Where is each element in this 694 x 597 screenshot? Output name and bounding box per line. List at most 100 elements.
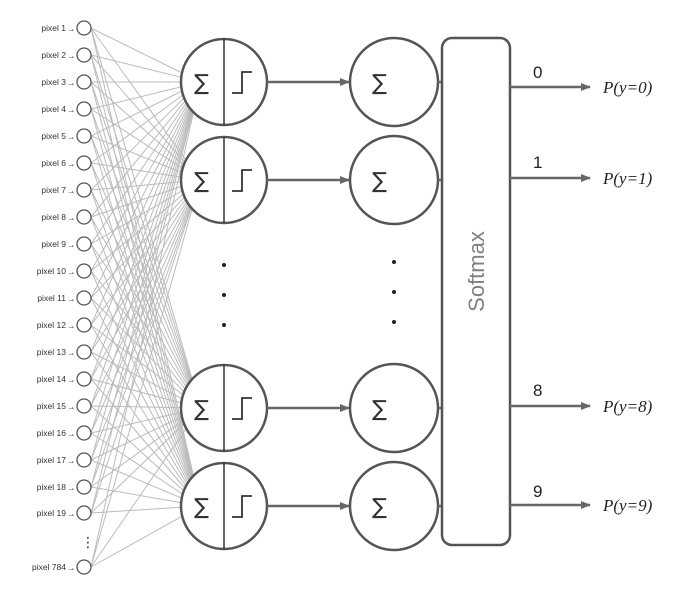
hidden-ellipsis-dot — [222, 263, 226, 267]
connection-line — [90, 179, 201, 461]
connection-line — [90, 179, 201, 434]
input-circle — [76, 317, 92, 333]
arrow-glyph: → — [67, 456, 76, 466]
hidden-neuron-1: ∑ — [179, 37, 350, 127]
input-circle — [76, 20, 92, 36]
connection-line — [90, 270, 201, 409]
output-1: 1 P(y=1) — [510, 153, 653, 188]
connection-line — [90, 405, 201, 507]
connection-line — [90, 81, 201, 353]
connection-line — [90, 81, 201, 434]
hidden-neuron-4: ∑ — [179, 461, 350, 551]
input-hidden-connections — [90, 27, 201, 568]
input-label: pixel 17 — [37, 455, 67, 465]
input-circle — [76, 505, 92, 521]
arrow-glyph: → — [67, 51, 76, 61]
input-node-8: pixel 8 → — [41, 209, 92, 225]
step-function-icon — [232, 495, 252, 518]
connection-line — [90, 179, 201, 380]
connection-line — [90, 407, 201, 568]
arrow-glyph: → — [67, 132, 76, 142]
sum-circle — [348, 362, 440, 454]
connection-line — [90, 179, 201, 272]
step-function-icon — [232, 71, 252, 94]
softmax-box — [440, 36, 512, 547]
input-node-20: pixel 784 → — [32, 559, 92, 575]
input-circle — [76, 398, 92, 414]
output-2: 8 P(y=8) — [510, 381, 653, 416]
input-node-12: pixel 12 → — [37, 317, 92, 333]
input-circle — [76, 263, 92, 279]
sigma-symbol: ∑ — [194, 71, 209, 96]
input-circle — [76, 74, 92, 90]
softmax-label: Softmax — [464, 231, 489, 312]
sigma-symbol: ∑ — [372, 71, 387, 96]
connection-line — [90, 27, 201, 507]
connection-line — [90, 297, 201, 507]
input-label: pixel 6 — [41, 158, 66, 168]
input-label: pixel 1 — [41, 23, 66, 33]
arrow-glyph: → — [67, 348, 76, 358]
input-label: pixel 4 — [41, 104, 66, 114]
connection-line — [90, 81, 201, 461]
softmax-layer: Softmax — [440, 36, 512, 547]
arrow-glyph: → — [67, 321, 76, 331]
input-label: pixel 7 — [41, 185, 66, 195]
connection-line — [90, 27, 201, 181]
input-label: pixel 18 — [37, 482, 67, 492]
input-node-17: pixel 17 → — [37, 452, 92, 468]
input-label: pixel 5 — [41, 131, 66, 141]
input-node-10: pixel 10 → — [37, 263, 92, 279]
connection-line — [90, 81, 201, 245]
input-label: pixel 3 — [41, 77, 66, 87]
input-label: pixel 2 — [41, 50, 66, 60]
input-label: pixel 9 — [41, 239, 66, 249]
connection-line — [90, 81, 201, 272]
sigma-symbol: ∑ — [194, 169, 209, 194]
probability-label: P(y=8) — [602, 397, 653, 416]
input-node-4: pixel 4 → — [41, 101, 92, 117]
arrow-glyph: → — [67, 267, 76, 277]
input-node-7: pixel 7 → — [41, 182, 92, 198]
input-node-9: pixel 9 → — [41, 236, 92, 252]
step-function-icon — [232, 397, 252, 420]
arrow-glyph: → — [67, 375, 76, 385]
connection-line — [90, 270, 201, 507]
input-label: pixel 11 — [37, 293, 66, 303]
connection-line — [90, 351, 201, 507]
sum-layer: ∑ ∑ ∑ ∑ — [348, 36, 442, 552]
hidden-ellipsis-dot — [222, 323, 226, 327]
connection-line — [90, 179, 201, 407]
input-label: pixel 8 — [41, 212, 66, 222]
step-function-icon — [232, 169, 252, 192]
input-node-13: pixel 13 → — [37, 344, 92, 360]
input-circle — [76, 101, 92, 117]
output-3: 9 P(y=9) — [510, 482, 653, 515]
input-circle — [76, 182, 92, 198]
output-0: 0 P(y=0) — [510, 63, 653, 97]
sum-ellipsis-dot — [392, 290, 396, 294]
input-label: pixel 12 — [37, 320, 67, 330]
input-node-15: pixel 15 → — [37, 398, 92, 414]
connection-line — [90, 378, 201, 507]
connection-line — [90, 179, 201, 299]
class-label: 1 — [533, 153, 542, 172]
sum-neuron-3: ∑ — [348, 362, 442, 454]
class-label: 8 — [533, 381, 542, 400]
connection-line — [90, 81, 201, 191]
probability-label: P(y=0) — [602, 78, 653, 97]
sigma-symbol: ∑ — [372, 397, 387, 422]
input-label: pixel 784 — [32, 562, 66, 572]
connection-line — [90, 216, 201, 409]
sum-neuron-2: ∑ — [348, 134, 442, 226]
input-node-14: pixel 14 → — [37, 371, 92, 387]
arrow-glyph: → — [67, 402, 76, 412]
connection-line — [90, 81, 201, 299]
connection-line — [90, 81, 201, 326]
sum-neuron-1: ∑ — [348, 36, 442, 128]
class-label: 9 — [533, 482, 542, 501]
arrow-glyph: → — [67, 159, 76, 169]
connection-line — [90, 81, 201, 218]
arrow-glyph: → — [67, 213, 76, 223]
input-circle — [76, 344, 92, 360]
